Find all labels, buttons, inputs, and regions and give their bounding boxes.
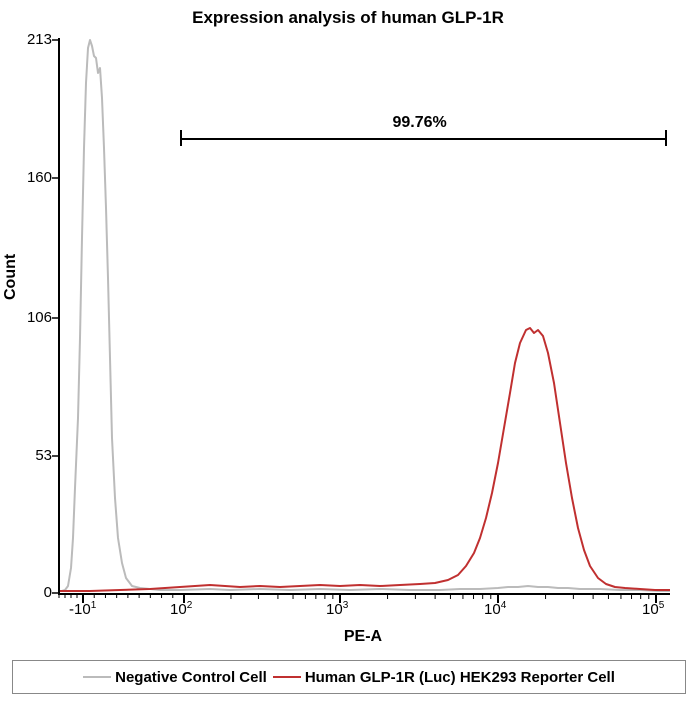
ticks-svg — [58, 38, 670, 603]
y-tick-label: 0 — [12, 584, 52, 601]
x-axis-label: PE-A — [58, 628, 668, 646]
legend-swatch-0 — [83, 676, 111, 678]
legend: Negative Control Cell Human GLP-1R (Luc)… — [12, 660, 686, 694]
legend-label-0: Negative Control Cell — [115, 669, 267, 686]
legend-swatch-1 — [273, 676, 301, 678]
legend-item-1: Human GLP-1R (Luc) HEK293 Reporter Cell — [273, 669, 615, 686]
y-axis-label: Count — [2, 254, 20, 300]
legend-item-0: Negative Control Cell — [83, 669, 267, 686]
y-tick-label: 106 — [12, 309, 52, 326]
chart-title: Expression analysis of human GLP-1R — [0, 8, 696, 28]
y-tick-label: 160 — [12, 169, 52, 186]
legend-label-1: Human GLP-1R (Luc) HEK293 Reporter Cell — [305, 669, 615, 686]
y-tick-label: 53 — [12, 447, 52, 464]
chart-container: Expression analysis of human GLP-1R Coun… — [0, 0, 696, 708]
y-tick-label: 213 — [12, 31, 52, 48]
